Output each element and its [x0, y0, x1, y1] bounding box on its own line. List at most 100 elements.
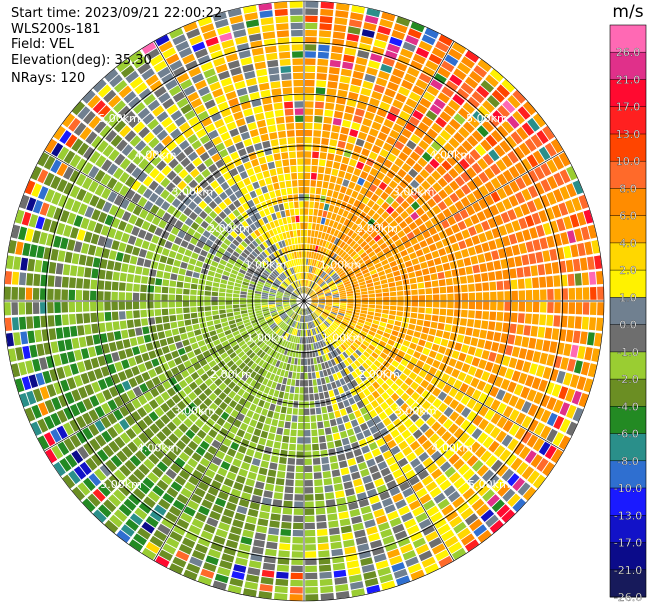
- velocity-cell: [235, 557, 248, 566]
- velocity-cell: [318, 270, 324, 277]
- velocity-cell: [240, 57, 253, 66]
- ray-38: [310, 304, 578, 436]
- velocity-cell: [127, 441, 139, 453]
- velocity-cell: [340, 296, 347, 299]
- velocity-cell: [282, 301, 290, 304]
- velocity-cell: [299, 344, 302, 351]
- velocity-cell: [184, 276, 192, 283]
- velocity-cell: [154, 418, 165, 430]
- velocity-cell: [594, 255, 602, 270]
- velocity-cell: [280, 284, 287, 289]
- velocity-cell: [264, 110, 275, 119]
- velocity-cell: [507, 95, 521, 109]
- velocity-cell: [289, 327, 294, 334]
- velocity-cell: [481, 272, 489, 282]
- velocity-cell: [137, 229, 147, 239]
- velocity-cell: [483, 292, 490, 301]
- velocity-cell: [361, 327, 369, 333]
- velocity-cell: [334, 266, 341, 272]
- velocity-cell: [451, 547, 467, 560]
- velocity-cell: [308, 307, 313, 313]
- velocity-cell: [514, 162, 526, 175]
- velocity-cell: [206, 517, 219, 528]
- velocity-cell: [213, 387, 222, 396]
- velocity-cell: [546, 159, 558, 174]
- velocity-cell: [534, 422, 545, 436]
- velocity-cell: [238, 148, 247, 157]
- velocity-cell: [145, 251, 154, 260]
- velocity-cell: [489, 386, 500, 398]
- velocity-cell: [443, 406, 454, 418]
- velocity-cell: [132, 386, 143, 397]
- velocity-cell: [379, 352, 388, 360]
- velocity-cell: [275, 302, 283, 304]
- velocity-cell: [469, 149, 481, 161]
- velocity-cell: [278, 353, 284, 361]
- velocity-cell: [96, 140, 109, 153]
- velocity-cell: [389, 220, 398, 229]
- velocity-cell: [453, 132, 465, 144]
- velocity-cell: [190, 371, 200, 381]
- velocity-cell: [313, 472, 322, 479]
- velocity-cell: [385, 343, 393, 351]
- velocity-cell: [248, 33, 262, 42]
- velocity-cell: [370, 363, 378, 372]
- velocity-cell: [311, 436, 319, 444]
- velocity-cell: [280, 529, 291, 536]
- velocity-cell: [448, 358, 457, 367]
- velocity-cell: [383, 296, 390, 301]
- velocity-cell: [331, 213, 337, 221]
- velocity-cell: [265, 328, 272, 335]
- velocity-cell: [324, 361, 330, 369]
- velocity-cell: [221, 255, 230, 262]
- velocity-cell: [333, 569, 347, 578]
- velocity-cell: [249, 129, 259, 138]
- velocity-cell: [244, 259, 252, 266]
- velocity-cell: [124, 223, 134, 234]
- velocity-cell: [315, 101, 324, 109]
- velocity-cell: [333, 297, 340, 300]
- velocity-cell: [318, 262, 324, 269]
- velocity-cell: [454, 301, 461, 309]
- velocity-cell: [332, 322, 339, 328]
- velocity-cell: [307, 365, 312, 372]
- velocity-cell: [100, 173, 112, 186]
- velocity-cell: [347, 303, 354, 306]
- velocity-cell: [477, 253, 486, 263]
- velocity-cell: [415, 47, 430, 59]
- velocity-cell: [519, 446, 531, 460]
- velocity-cell: [151, 376, 161, 386]
- velocity-cell: [276, 30, 289, 38]
- velocity-cell: [267, 266, 274, 272]
- velocity-cell: [484, 340, 493, 350]
- velocity-cell: [85, 335, 94, 346]
- velocity-cell: [78, 254, 87, 266]
- velocity-cell: [161, 362, 170, 372]
- velocity-cell: [482, 100, 495, 113]
- velocity-cell: [284, 493, 293, 501]
- velocity-cell: [182, 255, 190, 263]
- velocity-cell: [132, 205, 143, 216]
- velocity-cell: [168, 433, 179, 444]
- velocity-cell: [205, 355, 214, 363]
- velocity-cell: [177, 246, 186, 255]
- velocity-cell: [477, 105, 490, 118]
- velocity-cell: [211, 305, 219, 311]
- velocity-cell: [266, 380, 273, 388]
- velocity-cell: [511, 301, 518, 312]
- velocity-cell: [540, 289, 547, 300]
- velocity-cell: [304, 137, 312, 144]
- velocity-cell: [431, 122, 443, 134]
- velocity-cell: [302, 323, 304, 330]
- velocity-cell: [340, 186, 347, 194]
- velocity-cell: [229, 465, 240, 474]
- velocity-cell: [387, 439, 397, 449]
- velocity-cell: [18, 287, 26, 300]
- velocity-cell: [209, 210, 218, 219]
- velocity-cell: [434, 438, 445, 449]
- velocity-cell: [363, 379, 371, 388]
- velocity-cell: [357, 357, 365, 365]
- velocity-cell: [97, 211, 108, 224]
- velocity-cell: [431, 250, 440, 259]
- velocity-cell: [19, 392, 30, 408]
